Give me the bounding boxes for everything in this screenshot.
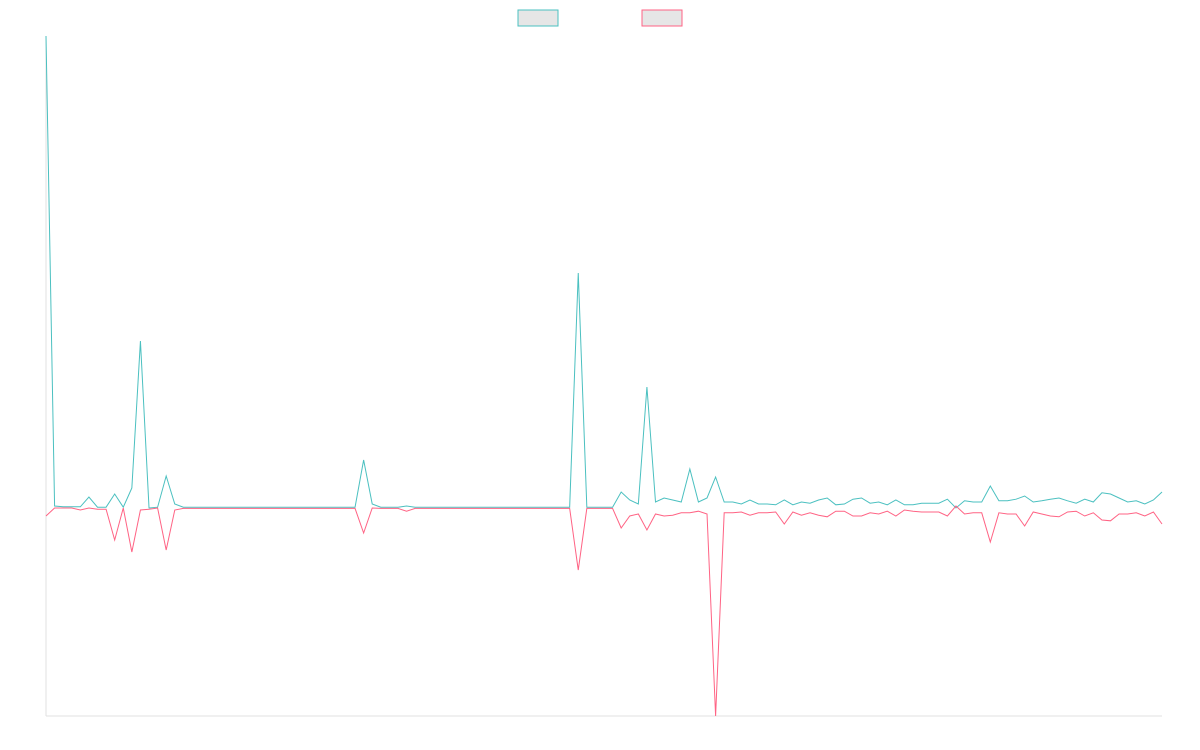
series-line xyxy=(45,505,1163,717)
series-line xyxy=(45,35,1163,509)
legend-swatch xyxy=(641,9,683,27)
legend-swatch xyxy=(517,9,559,27)
